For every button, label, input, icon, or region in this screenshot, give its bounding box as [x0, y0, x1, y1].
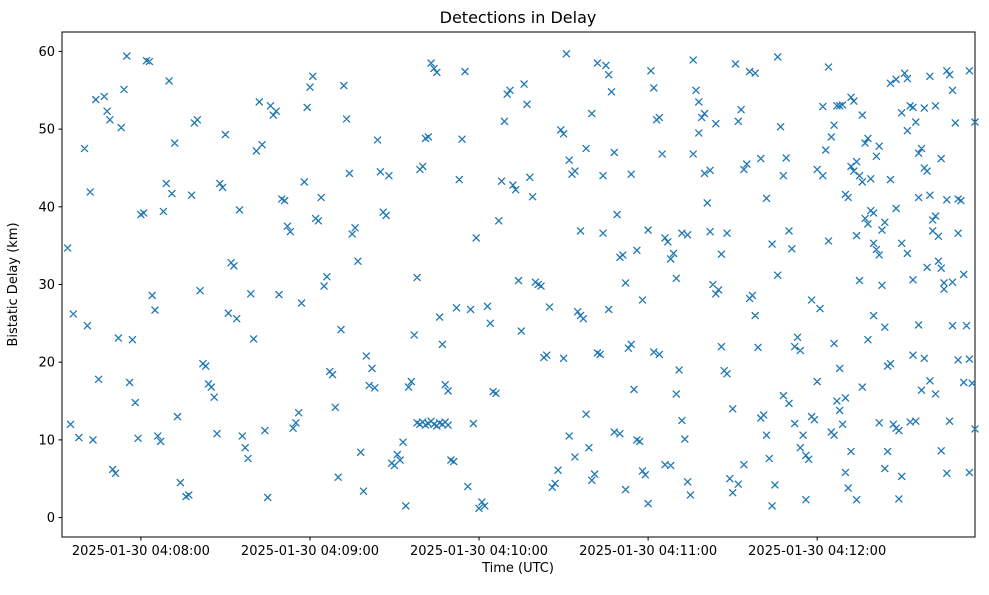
x-tick-label: 2025-01-30 04:08:00: [72, 544, 210, 559]
chart-title: Detections in Delay: [440, 8, 597, 27]
y-axis-ticks: 0 10 20 30 40 50 60: [38, 45, 62, 526]
y-axis-label: Bistatic Delay (km): [6, 222, 21, 346]
x-tick-label: 2025-01-30 04:10:00: [410, 544, 548, 559]
x-tick-label: 2025-01-30 04:11:00: [579, 544, 717, 559]
x-tick-label: 2025-01-30 04:09:00: [241, 544, 379, 559]
x-axis-ticks: 2025-01-30 04:08:00 2025-01-30 04:09:00 20…: [72, 537, 886, 559]
y-tick-label: 10: [38, 433, 55, 448]
y-tick-label: 20: [38, 356, 55, 371]
scatter-points: [63, 50, 979, 513]
y-tick-label: 30: [38, 278, 55, 293]
scatter-marker-path: [63, 50, 979, 513]
y-tick-label: 40: [38, 200, 55, 215]
x-axis-label: Time (UTC): [481, 561, 554, 576]
y-tick-label: 0: [47, 511, 55, 526]
y-tick-label: 50: [38, 123, 55, 138]
y-tick-label: 60: [38, 45, 55, 60]
x-tick-label: 2025-01-30 04:12:00: [748, 544, 886, 559]
